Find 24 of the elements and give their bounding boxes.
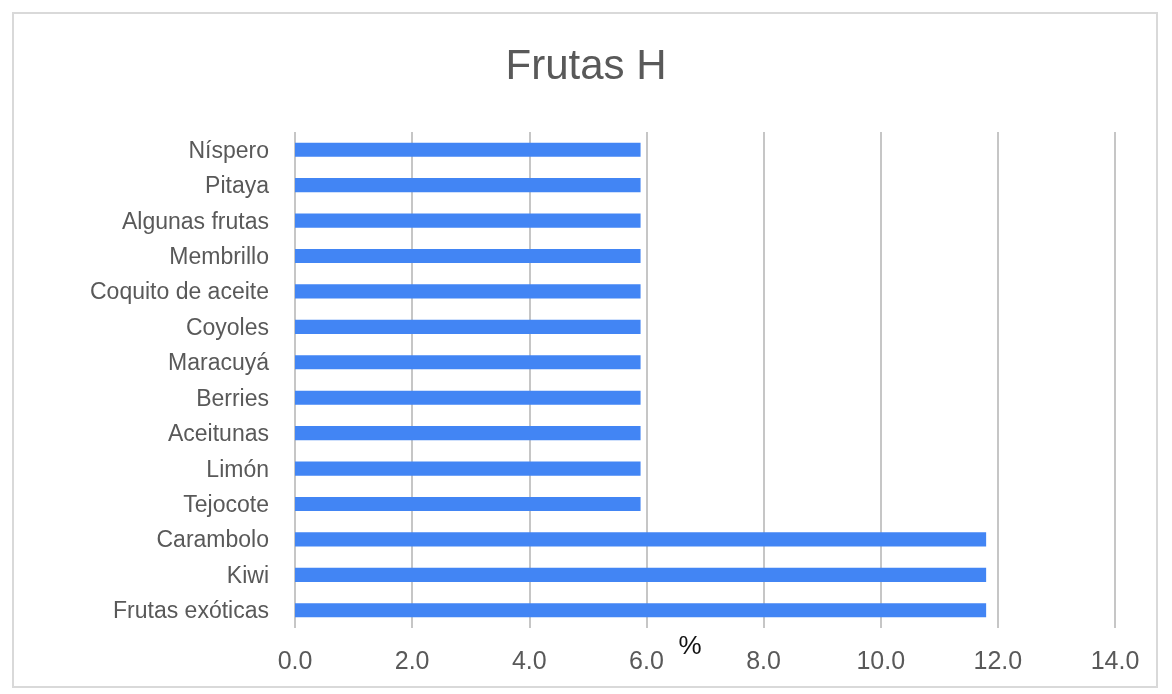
y-tick-label: Pitaya bbox=[205, 172, 270, 199]
x-tick-label: 12.0 bbox=[973, 645, 1023, 674]
y-tick-label: Tejocote bbox=[183, 491, 269, 517]
y-tick-label: Coyoles bbox=[185, 313, 269, 340]
x-axis-title: % bbox=[678, 630, 702, 660]
x-tick-label: 0.0 bbox=[277, 645, 313, 674]
y-tick-label: Níspero bbox=[188, 136, 269, 163]
y-tick-label: Limón bbox=[206, 455, 269, 482]
x-tick-label: 4.0 bbox=[511, 645, 547, 674]
chart-title: Frutas H bbox=[505, 40, 667, 88]
y-tick-label: Membrillo bbox=[169, 243, 269, 269]
y-tick-label: Coquito de aceite bbox=[89, 278, 269, 305]
y-tick-label: Berries bbox=[196, 384, 269, 411]
x-tick-label: 10.0 bbox=[856, 645, 906, 674]
y-tick-label: Algunas frutas bbox=[121, 207, 269, 234]
x-tick-label: 2.0 bbox=[394, 645, 430, 674]
x-tick-label: 14.0 bbox=[1090, 645, 1140, 674]
y-tick-label: Frutas exóticas bbox=[113, 597, 269, 624]
y-tick-label: Aceitunas bbox=[167, 420, 269, 447]
y-tick-label: Maracuyá bbox=[168, 349, 270, 376]
y-tick-label: Carambolo bbox=[156, 526, 269, 553]
x-tick-label: 6.0 bbox=[629, 645, 664, 674]
x-tick-label: 8.0 bbox=[746, 645, 781, 674]
y-tick-label: Kiwi bbox=[226, 561, 269, 588]
